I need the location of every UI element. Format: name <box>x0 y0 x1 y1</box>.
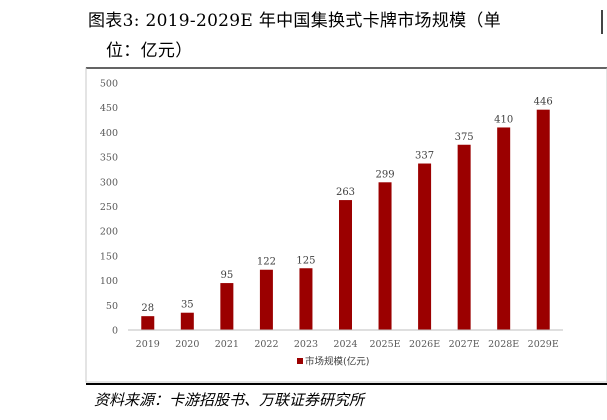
data-label: 375 <box>455 132 474 143</box>
y-tick-label: 150 <box>100 251 118 262</box>
bar <box>299 268 313 330</box>
bar <box>220 283 234 330</box>
data-label: 446 <box>534 97 553 108</box>
bar <box>339 200 352 330</box>
title-line-2: 位：亿元） <box>106 41 193 61</box>
data-label: 35 <box>181 300 194 311</box>
y-tick-label: 100 <box>100 276 118 287</box>
edge-mark <box>601 10 603 34</box>
data-label: 125 <box>296 255 315 266</box>
y-tick-label: 250 <box>100 202 118 213</box>
x-axis: 2019 2020 2021 2022 2023 2024 2025E 2026E 2027E 2… <box>128 329 563 350</box>
x-tick-label: 2019 <box>136 339 160 350</box>
bar <box>536 109 550 331</box>
legend: 市场规模(亿元) <box>297 356 369 368</box>
data-label: 28 <box>141 303 154 314</box>
x-tick-label: 2024 <box>333 339 357 350</box>
x-tick-label: 2027E <box>449 339 480 350</box>
data-label: 263 <box>336 187 355 198</box>
bar <box>259 269 273 330</box>
bar <box>141 316 155 330</box>
data-label: 337 <box>415 151 434 162</box>
data-label: 299 <box>375 169 394 180</box>
bars-group: 28 35 95 122 125 263 299 337 375 410 446 <box>141 97 553 331</box>
bar <box>378 182 392 330</box>
y-tick-label: 200 <box>100 227 118 238</box>
bar <box>180 312 194 330</box>
x-tick-label: 2021 <box>215 339 239 350</box>
x-tick-label: 2028E <box>488 339 519 350</box>
y-tick-label: 0 <box>112 326 118 337</box>
bar <box>418 163 432 330</box>
y-axis: 0 50 100 150 200 250 300 350 400 450 500 <box>100 79 118 337</box>
title-line-1: 图表3: 2019-2029E 年中国集换式卡牌市场规模（单 <box>88 11 502 31</box>
legend-label: 市场规模(亿元) <box>305 356 369 368</box>
plot-border <box>85 67 607 383</box>
x-tick-label: 2029E <box>528 339 559 350</box>
x-tick-label: 2025E <box>369 339 400 350</box>
bar <box>497 127 511 331</box>
x-tick-label: 2023 <box>294 339 318 350</box>
data-label: 410 <box>494 114 513 125</box>
chart-title: 图表3: 2019-2029E 年中国集换式卡牌市场规模（单 位：亿元） <box>88 6 607 66</box>
bottom-rule <box>86 383 607 385</box>
y-tick-label: 50 <box>106 301 118 312</box>
x-tick-label: 2022 <box>254 339 278 350</box>
x-tick-label: 2026E <box>409 339 440 350</box>
data-label: 95 <box>220 270 233 281</box>
x-tick-label: 2020 <box>175 339 199 350</box>
y-tick-label: 400 <box>100 128 118 139</box>
y-tick-label: 300 <box>100 177 118 188</box>
data-label: 122 <box>257 257 276 268</box>
bar <box>457 144 471 330</box>
y-tick-label: 500 <box>100 79 118 90</box>
source-note: 资料来源：卡游招股书、万联证券研究所 <box>94 391 365 409</box>
legend-swatch <box>297 358 303 364</box>
y-tick-label: 350 <box>100 153 118 164</box>
y-tick-label: 450 <box>100 103 118 114</box>
